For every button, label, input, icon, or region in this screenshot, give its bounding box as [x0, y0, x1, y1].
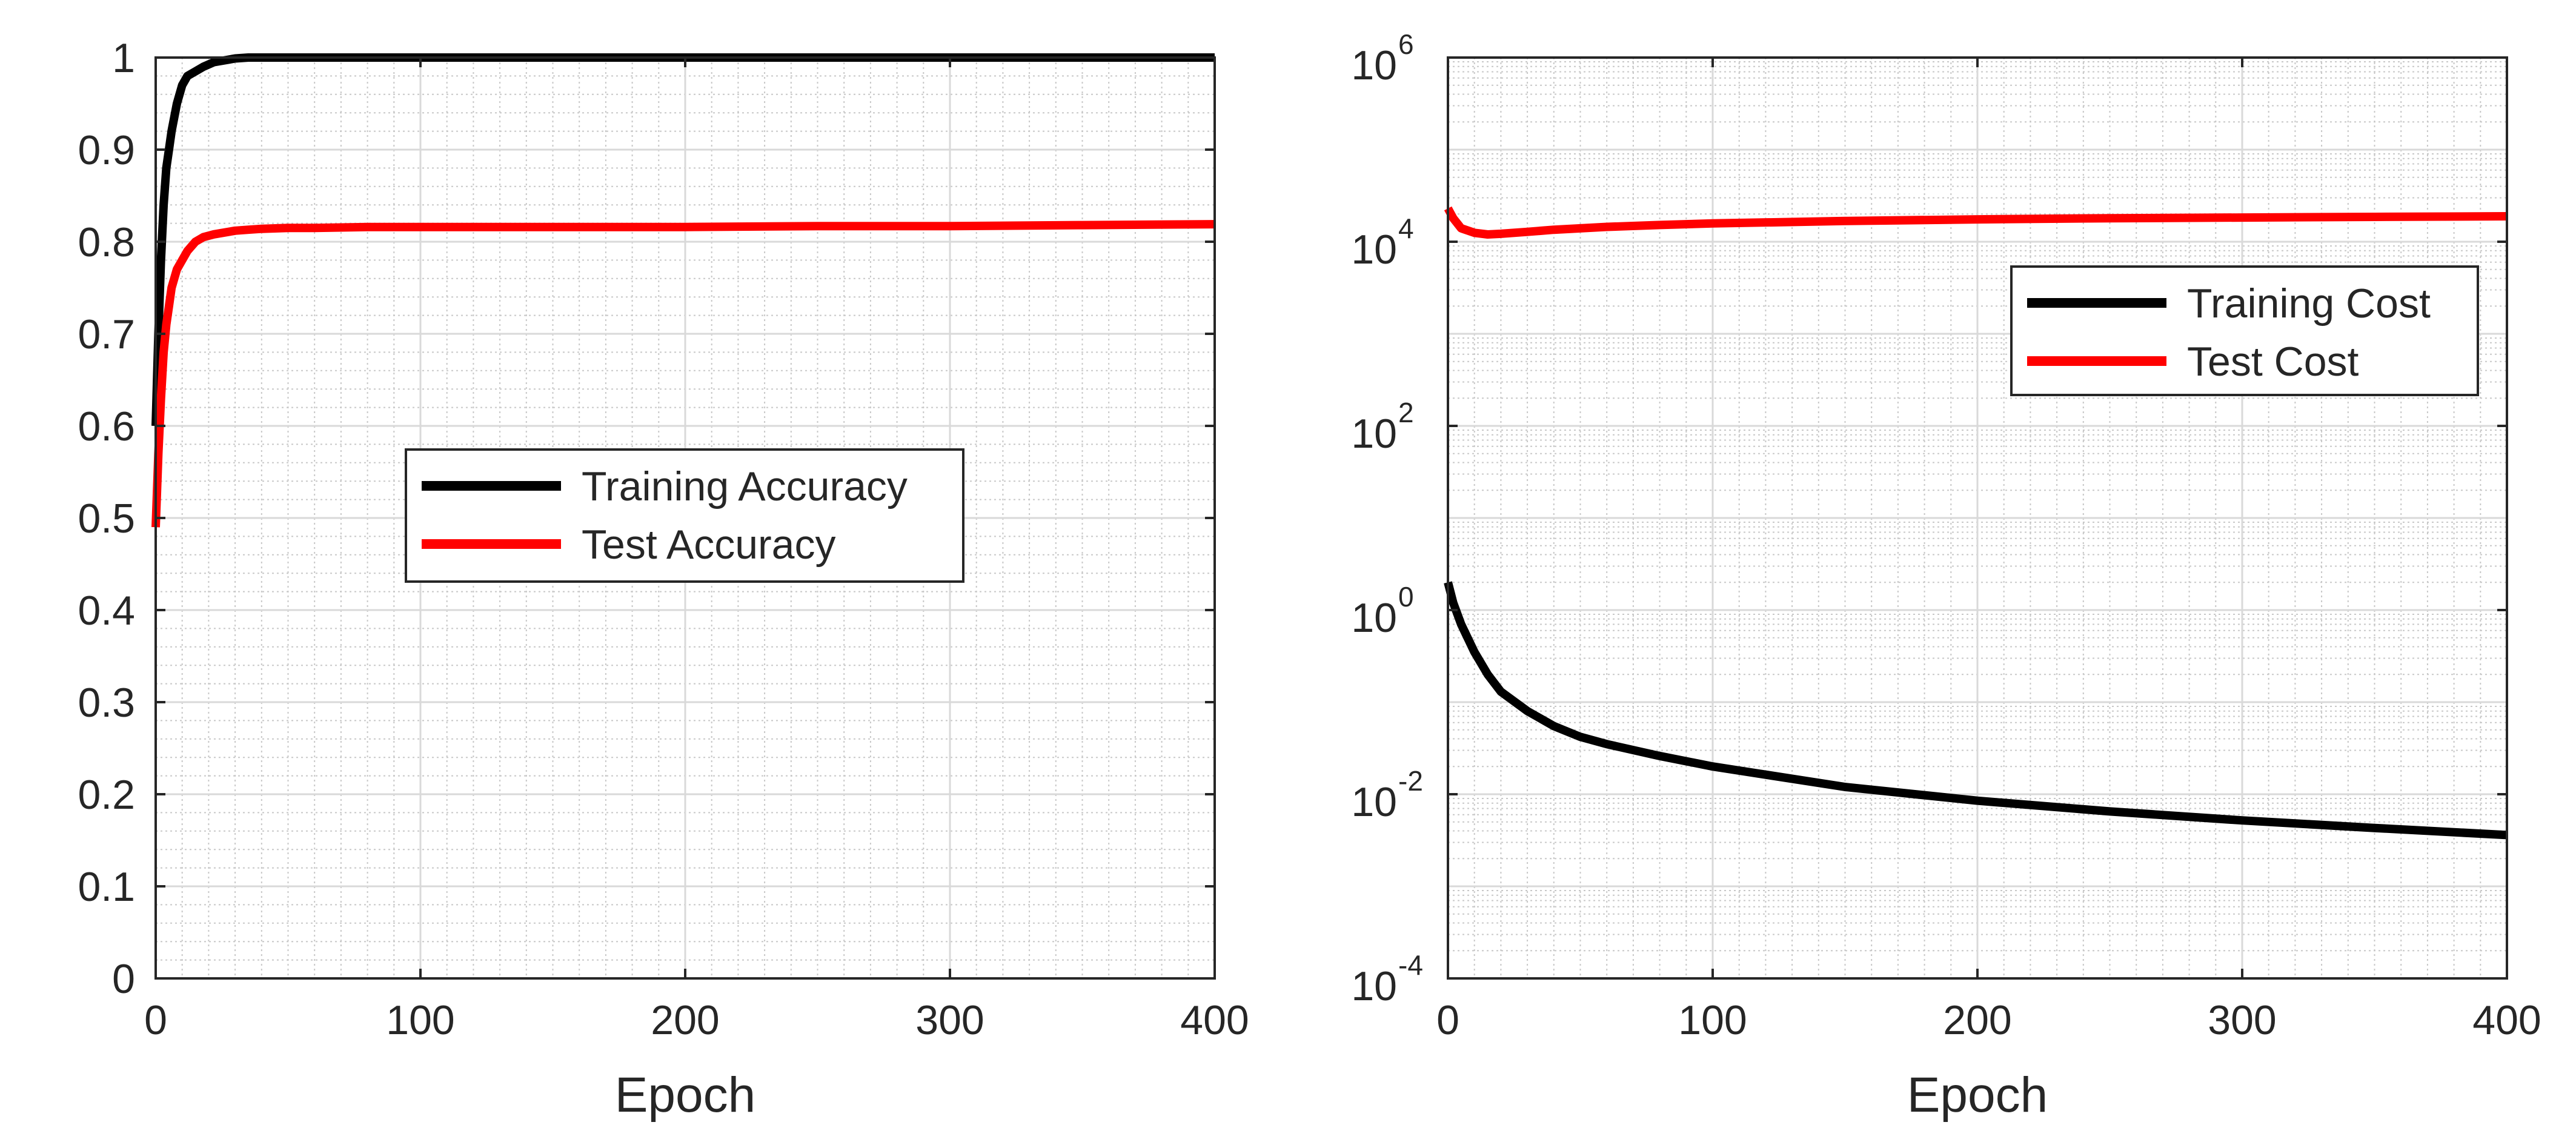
y-tick-label: 0.5	[78, 496, 135, 542]
y-tick-label: 0.6	[78, 403, 135, 450]
x-tick-label: 200	[651, 997, 719, 1043]
legend-label: Training Accuracy	[582, 463, 908, 509]
x-tick-label: 100	[386, 997, 454, 1043]
series-line-training-cost	[1444, 581, 2508, 840]
legend-label: Test Accuracy	[582, 522, 836, 568]
x-tick-label: 100	[1678, 997, 1747, 1043]
y-tick-exponent: 0	[1398, 581, 1414, 612]
x-tick-label: 400	[1180, 997, 1249, 1043]
chart-1: 0 100 200 300 400 0 0.1 0.2 0.3 0.4 0.5 0.6 0.7 0.8 0.…	[78, 35, 1249, 1123]
x-tick-label: 0	[144, 997, 167, 1043]
y-tick-label: 0.4	[78, 588, 135, 634]
x-axis-title: Epoch	[1907, 1067, 2048, 1123]
y-tick-exponent: 4	[1398, 213, 1414, 244]
legend-box	[405, 448, 964, 583]
y-tick-label: 10	[1351, 227, 1397, 273]
legend: Training Cost Test Cost	[2010, 265, 2479, 396]
x-tick-label: 0	[1436, 997, 1459, 1043]
x-tick-label: 400	[2472, 997, 2541, 1043]
x-axis-title: Epoch	[615, 1067, 756, 1123]
series-line-test-accuracy	[151, 220, 1215, 528]
y-tick-label: 0	[112, 956, 135, 1002]
legend: Training Accuracy Test Accuracy	[405, 448, 964, 583]
y-tick-label: 10	[1351, 779, 1397, 825]
series-line-test-cost	[1444, 206, 2508, 239]
y-tick-label: 0.7	[78, 311, 135, 357]
y-tick-label: 0.9	[78, 127, 135, 173]
legend-label: Test Cost	[2187, 339, 2359, 385]
y-tick-label: 10	[1351, 963, 1397, 1009]
y-tick-exponent: 2	[1398, 397, 1414, 428]
y-tick-label: 0.2	[78, 772, 135, 818]
x-tick-label: 300	[915, 997, 984, 1043]
y-tick-label: 10	[1351, 411, 1397, 457]
legend-label: Training Cost	[2187, 280, 2431, 327]
x-tick-label: 300	[2208, 997, 2276, 1043]
y-tick-exponent: 6	[1398, 28, 1414, 60]
y-tick-label: 0.3	[78, 680, 135, 726]
y-tick-label: 1	[112, 35, 135, 81]
y-tick-label: 0.1	[78, 864, 135, 910]
x-tick-label: 200	[1943, 997, 2011, 1043]
y-tick-exponent: -4	[1398, 949, 1423, 981]
y-tick-exponent: -2	[1398, 765, 1423, 797]
y-tick-label: 10	[1351, 595, 1397, 641]
y-tick-label: 10	[1351, 42, 1397, 88]
legend-box	[2010, 265, 2479, 396]
y-tick-label: 0.8	[78, 219, 135, 265]
